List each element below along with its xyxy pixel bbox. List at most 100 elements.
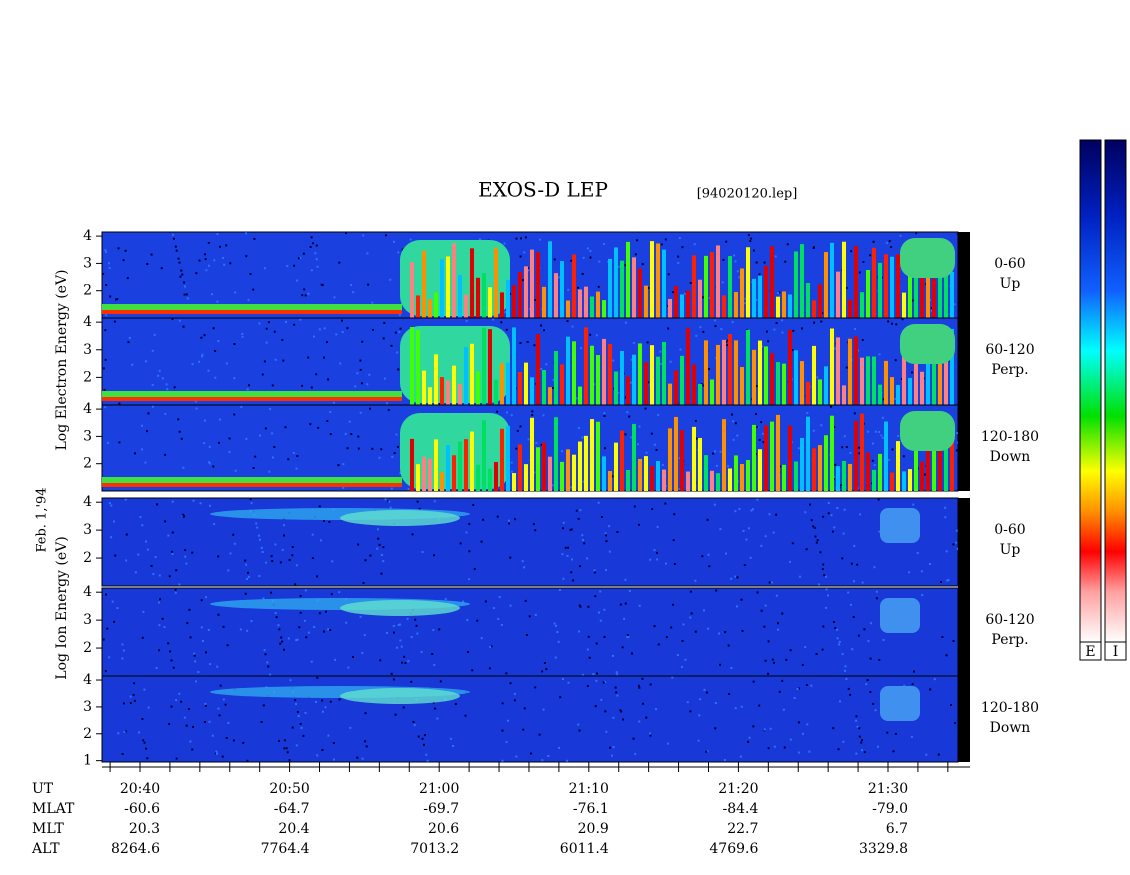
noise [899,234,902,237]
noise [616,530,619,533]
noise [594,705,597,708]
noise [579,605,582,608]
noise [862,260,865,263]
noise [789,560,792,563]
panel-sublabel: Perp. [991,632,1028,648]
noise [391,455,394,458]
noise [203,442,206,445]
noise [727,644,730,647]
burst [638,343,642,405]
noise [174,591,177,594]
noise [697,739,700,742]
noise [748,736,751,739]
burst [734,455,738,491]
noise [371,328,374,331]
noise [597,285,600,288]
noise [191,551,194,554]
burst [542,442,546,491]
noise [856,563,859,566]
burst [518,272,522,318]
noise [877,498,880,501]
noise [329,629,332,632]
noise [532,523,535,526]
burst [482,327,486,405]
noise [758,273,761,276]
noise [121,657,124,660]
noise [821,648,824,651]
noise [553,622,556,625]
noise [341,331,344,334]
burst [758,449,762,491]
noise [878,353,881,356]
noise [295,744,298,747]
panel-label: 60-120 [985,612,1034,628]
noise [589,256,592,259]
noise [890,246,893,249]
noise [726,339,729,342]
noise [504,311,507,314]
noise [509,682,512,685]
noise [654,708,657,711]
noise [142,610,145,613]
noise [628,415,631,418]
noise [368,407,371,410]
noise [449,737,452,740]
burst [512,327,516,405]
burst [800,244,804,318]
burst [830,328,834,405]
noise [723,759,726,762]
burst [488,468,492,491]
noise [706,750,709,753]
noise [702,384,705,387]
row-value: 7764.4 [261,841,310,857]
date-label: Feb. 1,'94 [35,487,50,552]
noise [245,563,248,566]
noise [754,412,757,415]
noise [894,397,897,400]
noise [281,548,284,551]
noise [102,272,105,275]
noise [131,363,134,366]
noise [164,520,167,523]
noise [683,292,686,295]
noise [920,570,923,573]
burst [638,458,642,491]
noise [516,429,519,432]
noise [510,461,513,464]
noise [297,257,300,260]
burst [458,441,462,491]
noise [558,588,561,591]
noise [399,472,402,475]
burst [806,283,810,318]
noise [229,262,232,265]
noise [158,624,161,627]
noise [399,639,402,642]
y-tick-label: 4 [83,314,92,330]
noise [764,604,767,607]
noise [742,529,745,532]
noise [719,663,722,666]
burst [842,385,846,405]
noise [227,722,230,725]
noise [244,559,247,562]
noise [804,646,807,649]
noise [307,292,310,295]
noise [151,349,154,352]
noise [432,629,435,632]
noise [648,732,651,735]
noise [661,463,664,466]
noise [158,649,161,652]
colorbar-label-box [1104,641,1127,661]
noise [831,530,834,533]
noise [941,635,944,638]
noise [552,378,555,381]
noise [332,742,335,745]
noise [193,652,196,655]
burst [944,423,948,491]
noise [765,330,768,333]
noise [273,445,276,448]
noise [268,470,271,473]
noise [505,328,508,331]
noise [845,677,848,680]
row-value: -79.0 [872,801,908,817]
